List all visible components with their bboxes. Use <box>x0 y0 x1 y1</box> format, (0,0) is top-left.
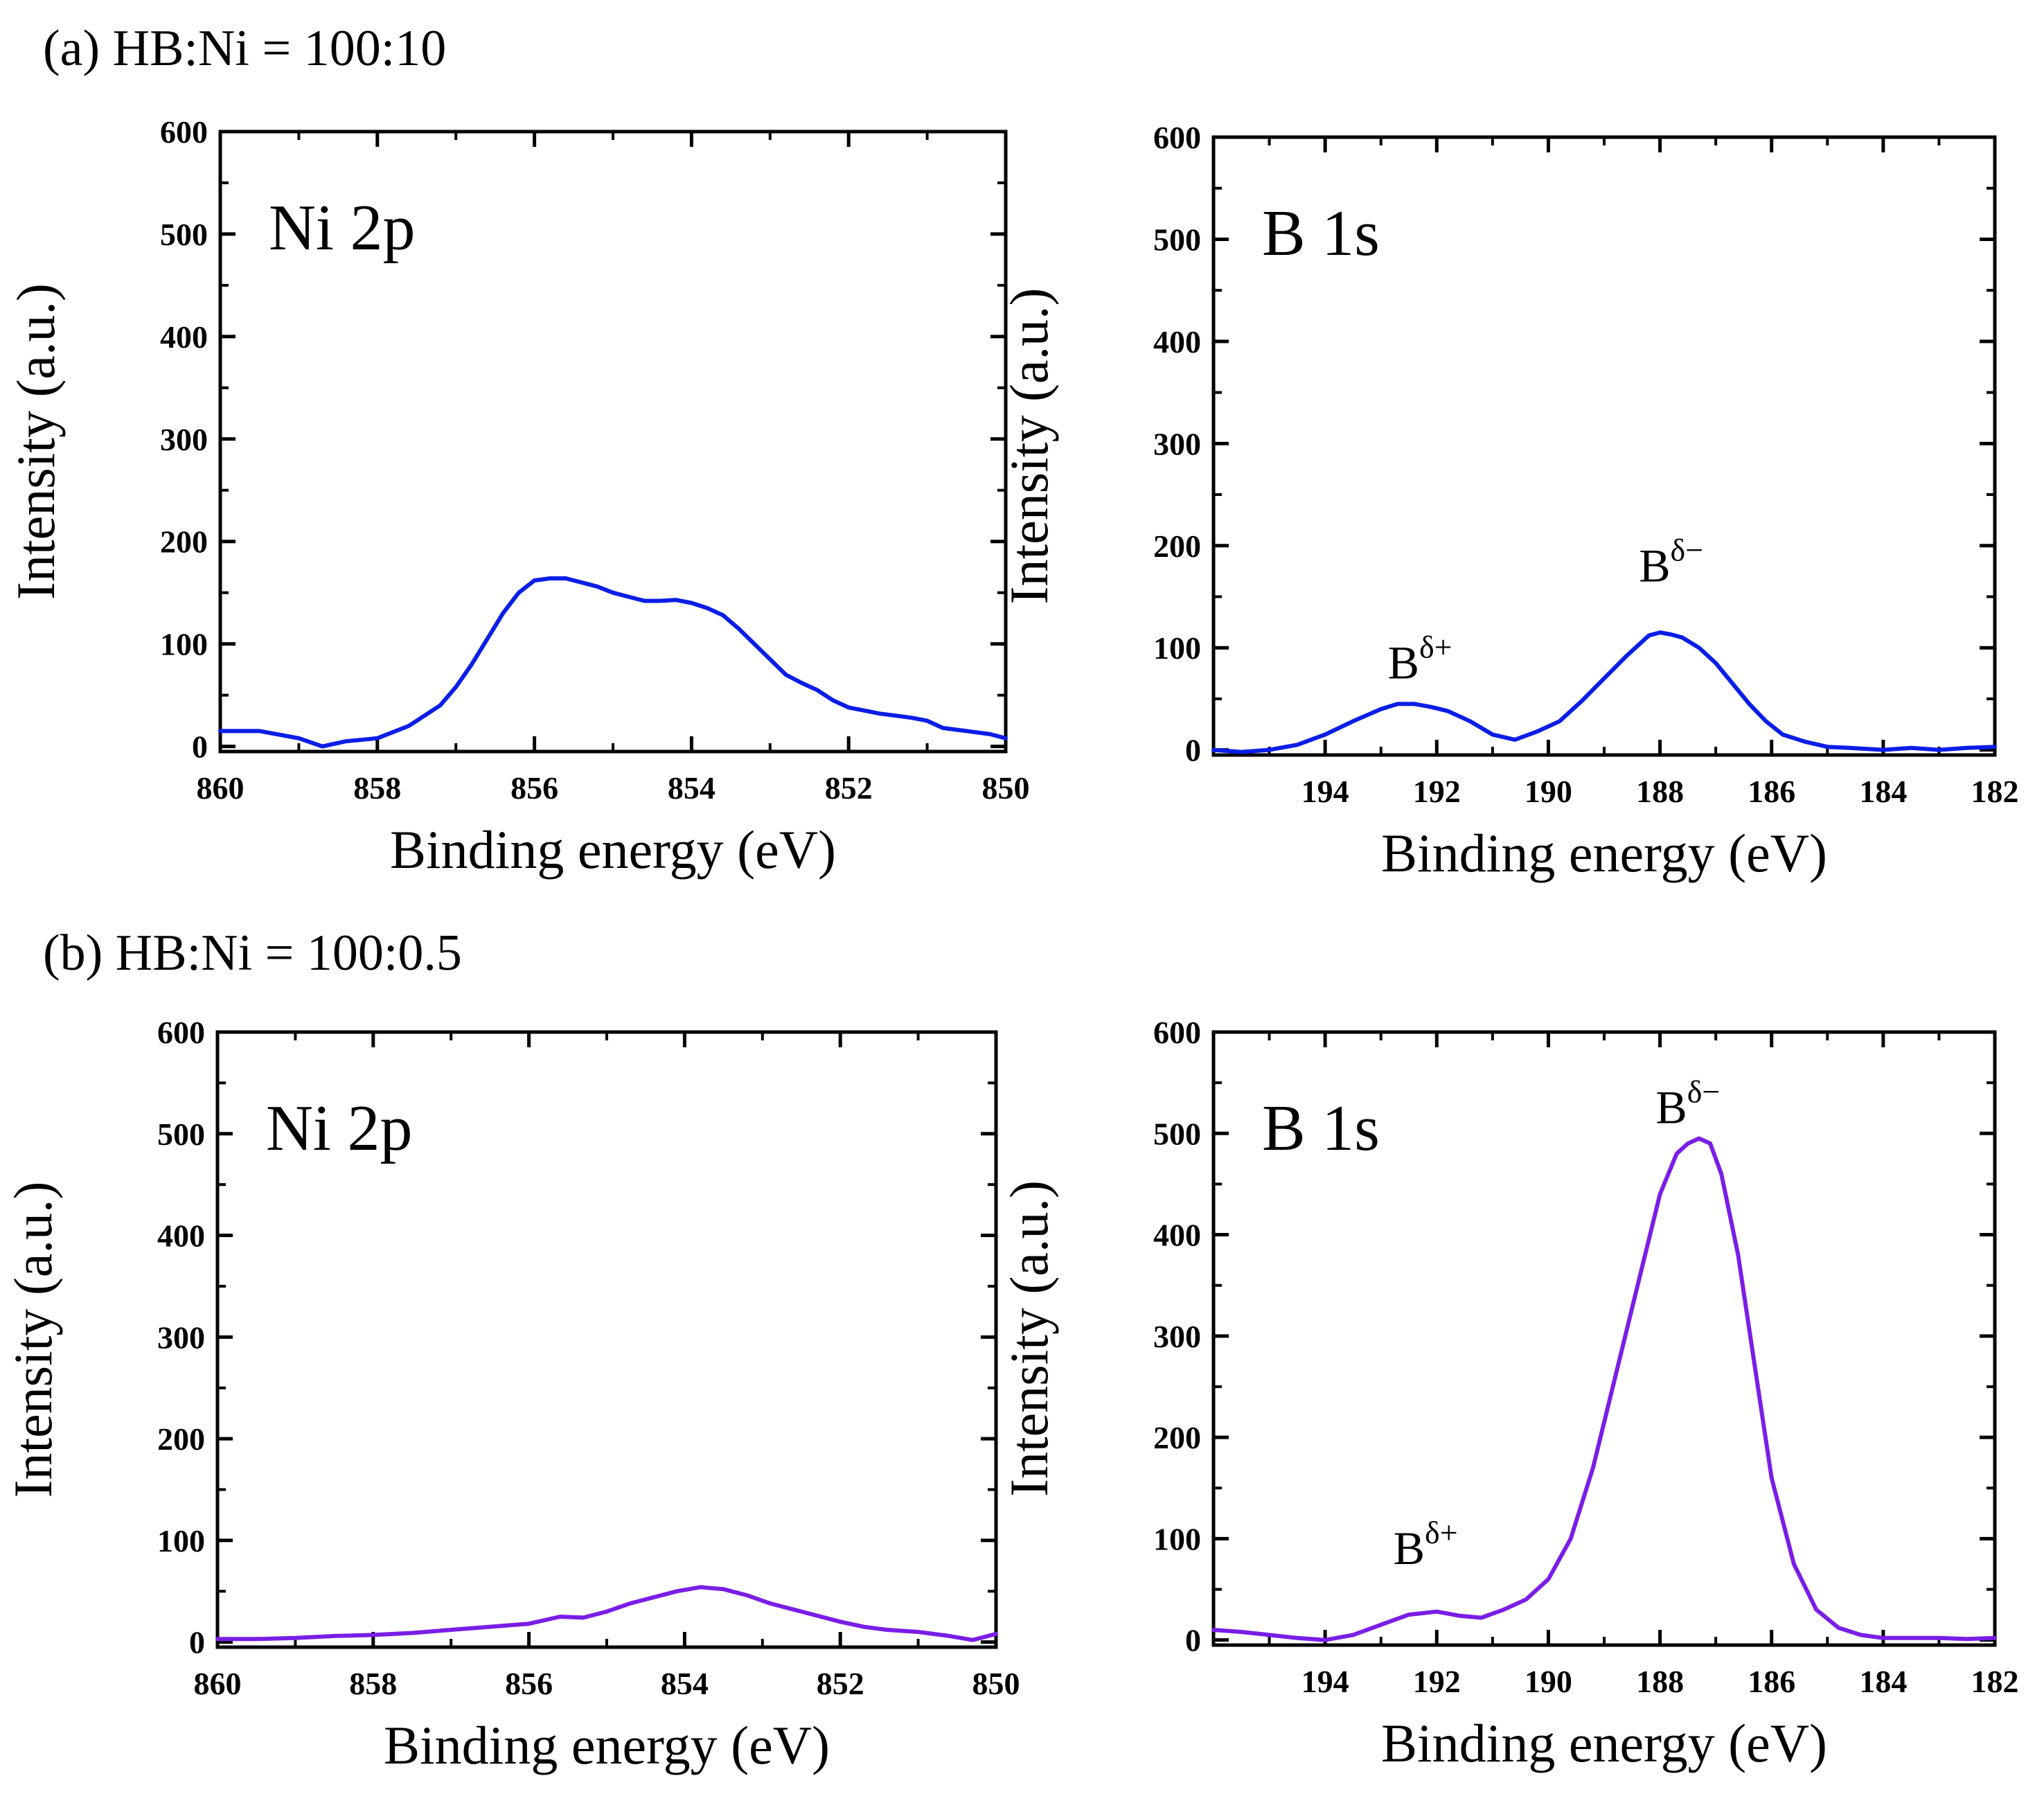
y-tick-label: 200 <box>1153 529 1201 564</box>
y-tick-label: 400 <box>157 1218 205 1254</box>
x-tick-label: 856 <box>510 770 558 806</box>
spectrum-title: Ni 2p <box>269 192 416 264</box>
series-line-b-1s <box>1211 1136 1997 1642</box>
x-tick-label: 182 <box>1971 774 2019 809</box>
y-tick-label: 300 <box>1153 1319 1201 1354</box>
x-tick-label: 190 <box>1525 774 1572 809</box>
x-tick-label: 184 <box>1859 774 1907 809</box>
x-tick-label: 858 <box>353 770 401 806</box>
x-tick-label: 856 <box>505 1666 553 1701</box>
x-tick-label: 860 <box>194 1666 242 1701</box>
plot-a-ni-2p: 0 100 200 300 400 500 600 860 858 856 854 852 850 Bin… <box>6 114 1030 880</box>
series-line-ni-2p <box>215 1585 998 1642</box>
x-axis-label: Binding energy (eV) <box>384 1715 830 1775</box>
spectrum-title: B 1s <box>1262 197 1380 269</box>
x-tick-label: 186 <box>1748 1664 1795 1699</box>
x-tick-label: 194 <box>1301 1664 1349 1699</box>
x-axis-label: Binding energy (eV) <box>1381 1713 1827 1773</box>
peak-annotation-sup: δ+ <box>1425 1515 1458 1550</box>
x-tick-label: 852 <box>825 770 873 806</box>
peak-annotation-base: B <box>1394 1522 1425 1574</box>
x-tick-label: 860 <box>197 770 245 806</box>
x-tick-label: 188 <box>1636 1664 1684 1699</box>
plot-b-b-1s: 0 100 200 300 400 500 600 194 192 190 188 186 184 182… <box>999 1015 2019 1773</box>
y-axis-label: Intensity (a.u.) <box>999 1180 1059 1497</box>
y-tick-label: 0 <box>1185 733 1201 768</box>
peak-annotation-base: B <box>1639 539 1670 592</box>
x-tick-label: 192 <box>1413 774 1461 809</box>
spectrum-title: B 1s <box>1262 1092 1380 1164</box>
peak-annotation-base: B <box>1388 636 1419 689</box>
peak-annotation-sup: δ− <box>1671 532 1704 567</box>
plot-a-b-1s: 0 100 200 300 400 500 600 194 192 190 188 186 184 182… <box>999 120 2019 883</box>
x-tick-label: 190 <box>1525 1664 1572 1699</box>
y-tick-label: 400 <box>160 319 208 355</box>
series-line-ni-2p <box>218 576 1008 749</box>
y-tick-label: 500 <box>160 217 208 252</box>
y-tick-label: 600 <box>1153 120 1201 155</box>
x-tick-label: 186 <box>1748 774 1795 809</box>
y-tick-label: 400 <box>1153 1218 1201 1253</box>
y-tick-label: 0 <box>1185 1623 1201 1658</box>
panel-label-b: (b) HB:Ni = 100:0.5 <box>43 925 462 982</box>
peak-annotation-sup: δ+ <box>1419 629 1452 664</box>
x-axis-label: Binding energy (eV) <box>390 819 836 880</box>
y-tick-label: 600 <box>1153 1015 1201 1050</box>
y-tick-label: 200 <box>157 1421 205 1457</box>
x-tick-label: 854 <box>661 1666 709 1701</box>
series-line-b-1s <box>1211 630 1997 754</box>
y-tick-label: 100 <box>157 1523 205 1558</box>
y-tick-label: 500 <box>1153 1116 1201 1151</box>
y-axis-label: Intensity (a.u.) <box>3 1181 63 1498</box>
x-tick-label: 188 <box>1636 774 1684 809</box>
peak-annotation-sup: δ− <box>1687 1074 1721 1110</box>
y-tick-label: 300 <box>157 1320 205 1355</box>
peak-annotation: Bδ+ <box>1394 1515 1458 1574</box>
peak-annotation: Bδ− <box>1655 1074 1720 1134</box>
y-tick-label: 200 <box>160 524 208 560</box>
x-tick-label: 854 <box>668 770 716 806</box>
y-tick-label: 100 <box>160 627 208 662</box>
x-tick-label: 858 <box>349 1666 397 1701</box>
y-tick-label: 400 <box>1153 324 1201 359</box>
plot-b-ni-2p: 0 100 200 300 400 500 600 860 858 856 854 852 850 Bin… <box>3 1015 1020 1775</box>
y-tick-label: 500 <box>157 1117 205 1152</box>
x-tick-label: 184 <box>1859 1664 1907 1699</box>
y-tick-label: 300 <box>160 422 208 457</box>
y-tick-label: 500 <box>1153 222 1201 257</box>
x-tick-label: 192 <box>1413 1664 1461 1699</box>
panel-label-a: (a) HB:Ni = 100:10 <box>43 20 446 77</box>
x-axis-label: Binding energy (eV) <box>1381 823 1827 883</box>
x-tick-label: 852 <box>817 1666 864 1701</box>
y-tick-label: 0 <box>189 1625 205 1660</box>
y-tick-label: 600 <box>160 114 208 150</box>
y-axis-label: Intensity (a.u.) <box>6 283 66 600</box>
y-tick-label: 200 <box>1153 1420 1201 1455</box>
peak-annotation: Bδ− <box>1639 532 1703 592</box>
peak-annotation: Bδ+ <box>1388 629 1452 689</box>
y-tick-label: 0 <box>192 729 208 765</box>
x-tick-label: 182 <box>1971 1664 2019 1699</box>
y-tick-label: 300 <box>1153 426 1201 461</box>
spectrum-title: Ni 2p <box>266 1092 413 1164</box>
x-tick-label: 194 <box>1301 774 1349 809</box>
x-tick-label: 850 <box>982 770 1030 806</box>
y-tick-label: 100 <box>1153 630 1201 666</box>
x-tick-label: 850 <box>972 1666 1020 1701</box>
y-axis-label: Intensity (a.u.) <box>999 287 1059 604</box>
peak-annotation-base: B <box>1655 1081 1687 1134</box>
y-tick-label: 100 <box>1153 1521 1201 1556</box>
y-tick-label: 600 <box>157 1015 205 1050</box>
